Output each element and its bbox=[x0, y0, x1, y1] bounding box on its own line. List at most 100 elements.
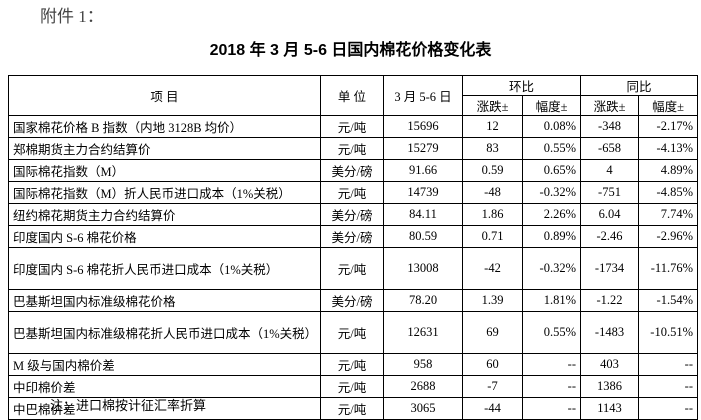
value-cell: 2.26% bbox=[522, 203, 581, 226]
value-cell: 1.86 bbox=[462, 203, 523, 226]
table-row: 巴基斯坦国内标准级棉花折人民币进口成本（1%关税） 元/吨 12631 69 0.55%… bbox=[8, 311, 698, 354]
value-cell: 元/吨 bbox=[320, 181, 384, 204]
value-cell: 美分/磅 bbox=[320, 225, 384, 248]
value-cell: -2.46 bbox=[580, 225, 639, 248]
header-cell: 幅度± bbox=[522, 95, 581, 116]
table-row: 巴基斯坦国内标准级棉花价格 美分/磅 78.20 1.39 1.81% -1.22 -1.5… bbox=[8, 289, 698, 312]
value-cell: 0.55% bbox=[522, 311, 581, 354]
value-cell: -44 bbox=[462, 397, 523, 420]
value-cell: 3065 bbox=[383, 397, 463, 420]
value-cell: 美分/磅 bbox=[320, 159, 384, 182]
value-cell: 4 bbox=[580, 159, 639, 182]
value-cell: 84.11 bbox=[383, 203, 463, 226]
table-row: 国家棉花价格 B 指数（内地 3128B 均价） 元/吨 15696 12 0.08% -… bbox=[8, 115, 698, 138]
header-cell: 环比 bbox=[462, 75, 581, 96]
value-cell: 0.08% bbox=[522, 115, 581, 138]
value-cell: -658 bbox=[580, 137, 639, 160]
footnote: 注：进口棉按计征汇率折算 bbox=[50, 398, 207, 413]
table-row: 印度国内 S-6 棉花价格 美分/磅 80.59 0.71 0.89% -2.46 -2.9… bbox=[8, 225, 698, 248]
value-cell: 0.59 bbox=[462, 159, 523, 182]
value-cell: -2.17% bbox=[638, 115, 698, 138]
value-cell: 0.65% bbox=[522, 159, 581, 182]
value-cell: -10.51% bbox=[638, 311, 698, 354]
value-cell: -1734 bbox=[580, 247, 639, 290]
value-cell: 7.74% bbox=[638, 203, 698, 226]
item-cell: 印度国内 S-6 棉花价格 bbox=[8, 225, 321, 248]
value-cell: -42 bbox=[462, 247, 523, 290]
value-cell: 13008 bbox=[383, 247, 463, 290]
value-cell: 15696 bbox=[383, 115, 463, 138]
value-cell: 1143 bbox=[580, 397, 639, 420]
value-cell: 0.71 bbox=[462, 225, 523, 248]
value-cell: 1386 bbox=[580, 375, 639, 398]
table-row: 印度国内 S-6 棉花折人民币进口成本（1%关税） 元/吨 13008 -42 -0.3… bbox=[8, 247, 698, 290]
value-cell: -0.32% bbox=[522, 247, 581, 290]
value-cell: 0.89% bbox=[522, 225, 581, 248]
value-cell: 69 bbox=[462, 311, 523, 354]
value-cell: 元/吨 bbox=[320, 353, 384, 376]
header-cell: 同比 bbox=[580, 75, 698, 96]
value-cell: 15279 bbox=[383, 137, 463, 160]
table-row: 国际棉花指数（M）折人民币进口成本（1%关税） 元/吨 14739 -48 -0.32%… bbox=[8, 181, 698, 204]
value-cell: 元/吨 bbox=[320, 115, 384, 138]
value-cell: 12 bbox=[462, 115, 523, 138]
item-cell: 巴基斯坦国内标准级棉花折人民币进口成本（1%关税） bbox=[8, 311, 321, 354]
value-cell: 403 bbox=[580, 353, 639, 376]
value-cell: -11.76% bbox=[638, 247, 698, 290]
item-cell: M 级与国内棉价差 bbox=[8, 353, 321, 376]
value-cell: 元/吨 bbox=[320, 137, 384, 160]
item-cell: 国家棉花价格 B 指数（内地 3128B 均价） bbox=[8, 115, 321, 138]
value-cell: 958 bbox=[383, 353, 463, 376]
value-cell: -751 bbox=[580, 181, 639, 204]
value-cell: 4.89% bbox=[638, 159, 698, 182]
item-cell: 郑棉期货主力合约结算价 bbox=[8, 137, 321, 160]
value-cell: -48 bbox=[462, 181, 523, 204]
value-cell: 0.55% bbox=[522, 137, 581, 160]
table-title: 2018 年 3 月 5-6 日国内棉花价格变化表 bbox=[209, 42, 492, 59]
price-table: 项 目 单 位 3 月 5-6 日 环比 同比 涨跌± 幅度± 涨跌± 幅度± … bbox=[8, 75, 698, 420]
value-cell: -- bbox=[522, 397, 581, 420]
item-cell: 纽约棉花期货主力合约结算价 bbox=[8, 203, 321, 226]
value-cell: 元/吨 bbox=[320, 397, 384, 420]
value-cell: 83 bbox=[462, 137, 523, 160]
value-cell: -- bbox=[638, 375, 698, 398]
header-cell: 涨跌± bbox=[580, 95, 639, 116]
value-cell: 91.66 bbox=[383, 159, 463, 182]
item-cell: 巴基斯坦国内标准级棉花价格 bbox=[8, 289, 321, 312]
table-row: 纽约棉花期货主力合约结算价 美分/磅 84.11 1.86 2.26% 6.04 7.74% bbox=[8, 203, 698, 226]
header-cell: 单 位 bbox=[320, 75, 384, 116]
value-cell: -348 bbox=[580, 115, 639, 138]
value-cell: -1.54% bbox=[638, 289, 698, 312]
value-cell: 美分/磅 bbox=[320, 289, 384, 312]
header-cell: 项 目 bbox=[8, 75, 321, 116]
value-cell: 12631 bbox=[383, 311, 463, 354]
value-cell: 80.59 bbox=[383, 225, 463, 248]
value-cell: 元/吨 bbox=[320, 311, 384, 354]
value-cell: -- bbox=[522, 353, 581, 376]
value-cell: 元/吨 bbox=[320, 375, 384, 398]
table-row: 国际棉花指数（M） 美分/磅 91.66 0.59 0.65% 4 4.89% bbox=[8, 159, 698, 182]
value-cell: 2688 bbox=[383, 375, 463, 398]
value-cell: 78.20 bbox=[383, 289, 463, 312]
value-cell: 60 bbox=[462, 353, 523, 376]
header-cell: 3 月 5-6 日 bbox=[383, 75, 463, 116]
value-cell: -0.32% bbox=[522, 181, 581, 204]
value-cell: -1.22 bbox=[580, 289, 639, 312]
page: 附件 1： 2018 年 3 月 5-6 日国内棉花价格变化表 项 目 单 位 … bbox=[8, 7, 698, 420]
value-cell: 1.81% bbox=[522, 289, 581, 312]
value-cell: 1.39 bbox=[462, 289, 523, 312]
value-cell: 6.04 bbox=[580, 203, 639, 226]
value-cell: 美分/磅 bbox=[320, 203, 384, 226]
value-cell: -4.85% bbox=[638, 181, 698, 204]
table-row: 中印棉价差 元/吨 2688 -7 -- 1386 -- bbox=[8, 375, 698, 398]
table-row: 郑棉期货主力合约结算价 元/吨 15279 83 0.55% -658 -4.13% bbox=[8, 137, 698, 160]
value-cell: -- bbox=[522, 375, 581, 398]
value-cell: -1483 bbox=[580, 311, 639, 354]
value-cell: -4.13% bbox=[638, 137, 698, 160]
attachment-label: 附件 1： bbox=[40, 7, 104, 26]
item-cell: 国际棉花指数（M）折人民币进口成本（1%关税） bbox=[8, 181, 321, 204]
table-row: M 级与国内棉价差 元/吨 958 60 -- 403 -- bbox=[8, 353, 698, 376]
value-cell: -- bbox=[638, 397, 698, 420]
value-cell: -7 bbox=[462, 375, 523, 398]
value-cell: 14739 bbox=[383, 181, 463, 204]
